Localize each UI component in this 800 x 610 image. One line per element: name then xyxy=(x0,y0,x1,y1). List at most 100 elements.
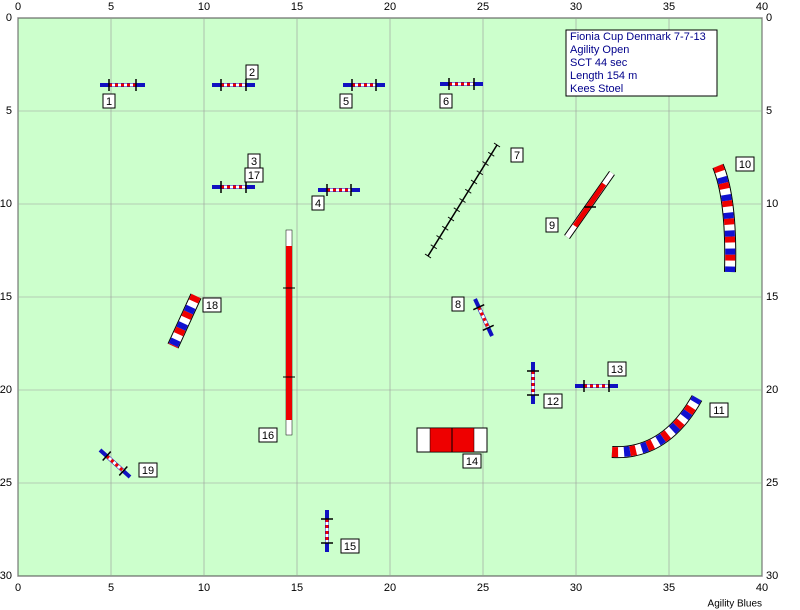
info-line: Fionia Cup Denmark 7-7-13 xyxy=(570,31,706,43)
obstacle-label-box xyxy=(258,427,278,443)
obstacle-label: 16 xyxy=(262,430,274,442)
x-tick-label: 15 xyxy=(291,582,303,594)
x-tick-label: 25 xyxy=(477,582,489,594)
obstacle-label-box xyxy=(339,93,353,109)
obstacle-label-box xyxy=(102,93,116,109)
y-tick-label: 0 xyxy=(766,12,772,24)
weave-pole xyxy=(459,198,466,203)
obstacle-label: 19 xyxy=(142,465,154,477)
obstacle-label-box xyxy=(340,538,360,554)
y-tick-label: 5 xyxy=(766,105,772,117)
x-tick-label: 30 xyxy=(570,582,582,594)
obstacle-label: 10 xyxy=(739,159,751,171)
obstacle-label-box xyxy=(311,195,325,211)
y-tick-label: 0 xyxy=(6,12,12,24)
obstacles xyxy=(98,78,737,552)
obstacle-label-box xyxy=(451,296,465,312)
x-tick-label: 40 xyxy=(756,1,768,13)
jump-stand xyxy=(102,451,112,461)
obstacle-label-box xyxy=(735,156,755,172)
tunnel xyxy=(611,395,702,458)
x-tick-label: 30 xyxy=(570,1,582,13)
y-tick-label: 30 xyxy=(766,570,778,582)
obstacle-label-box xyxy=(244,167,264,183)
weave-pole xyxy=(482,161,489,166)
obstacle-label: 13 xyxy=(611,364,623,376)
obstacle-label: 9 xyxy=(549,220,555,232)
x-tick-label: 10 xyxy=(198,582,210,594)
obstacle-label: 6 xyxy=(443,96,449,108)
weave-pole xyxy=(464,188,472,194)
y-tick-label: 25 xyxy=(766,477,778,489)
weave-pole xyxy=(441,225,449,231)
y-tick-label: 15 xyxy=(0,291,12,303)
jump-bar xyxy=(477,306,490,329)
y-tick-label: 5 xyxy=(6,105,12,117)
weave-pole xyxy=(436,235,443,240)
info-line: Kees Stoel xyxy=(570,83,623,95)
obstacle-label-box xyxy=(245,64,259,80)
obstacle-label-box xyxy=(462,453,482,469)
x-tick-label: 0 xyxy=(15,1,21,13)
obstacle-label: 15 xyxy=(344,541,356,553)
y-tick-label: 15 xyxy=(766,291,778,303)
obstacle-label: 4 xyxy=(315,198,321,210)
tire xyxy=(572,182,607,228)
obstacle-label-box xyxy=(439,93,453,109)
obstacle-label-box xyxy=(709,402,729,418)
obstacle-label: 18 xyxy=(206,300,218,312)
weave-pole xyxy=(430,244,438,250)
y-tick-label: 30 xyxy=(0,570,12,582)
x-tick-label: 25 xyxy=(477,1,489,13)
x-tick-label: 35 xyxy=(663,582,675,594)
y-tick-label: 20 xyxy=(766,384,778,396)
obstacle-label-box xyxy=(543,393,563,409)
weave-pole xyxy=(470,179,478,185)
obstacle-label-box xyxy=(607,361,627,377)
footer: Agility Blues xyxy=(708,599,762,610)
obstacle-label: 12 xyxy=(547,396,559,408)
obstacle-label: 8 xyxy=(455,299,461,311)
obstacle-label: 11 xyxy=(713,405,724,417)
obstacle-label: 5 xyxy=(343,96,349,108)
weave-pole xyxy=(493,142,501,148)
jump-stand xyxy=(482,324,495,332)
x-tick-label: 15 xyxy=(291,1,303,13)
obstacle-label: 17 xyxy=(248,170,260,182)
weave-pole xyxy=(487,151,495,157)
y-tick-label: 25 xyxy=(0,477,12,489)
obstacle-label: 1 xyxy=(106,96,112,108)
x-tick-label: 20 xyxy=(384,1,396,13)
y-tick-label: 10 xyxy=(766,198,778,210)
x-tick-label: 5 xyxy=(108,1,114,13)
x-tick-label: 10 xyxy=(198,1,210,13)
obstacle-label: 7 xyxy=(514,150,520,162)
jump-bar xyxy=(105,454,125,473)
jump-stand xyxy=(472,303,485,311)
info-line: Length 154 m xyxy=(570,70,637,82)
obstacle-label-box xyxy=(545,217,559,233)
x-tick-label: 5 xyxy=(108,582,114,594)
weave-pole xyxy=(476,170,484,176)
x-tick-label: 35 xyxy=(663,1,675,13)
obstacle-label: 2 xyxy=(249,67,255,79)
tunnel xyxy=(713,164,736,273)
jump-stand xyxy=(118,466,128,476)
weave-pole xyxy=(424,253,432,259)
info-box xyxy=(565,29,718,97)
info-line: SCT 44 sec xyxy=(570,57,628,69)
obstacle-label-box xyxy=(138,462,158,478)
obstacle-label: 3 xyxy=(251,156,257,168)
x-tick-label: 0 xyxy=(15,582,21,594)
y-tick-label: 10 xyxy=(0,198,12,210)
dog-walk-contact xyxy=(286,246,292,420)
tunnel xyxy=(168,293,201,349)
grid xyxy=(17,17,763,577)
obstacle-label-box xyxy=(202,297,222,313)
obstacle-label-box xyxy=(510,147,524,163)
info-line: Agility Open xyxy=(570,44,629,56)
weave-pole xyxy=(453,207,461,213)
y-tick-label: 20 xyxy=(0,384,12,396)
